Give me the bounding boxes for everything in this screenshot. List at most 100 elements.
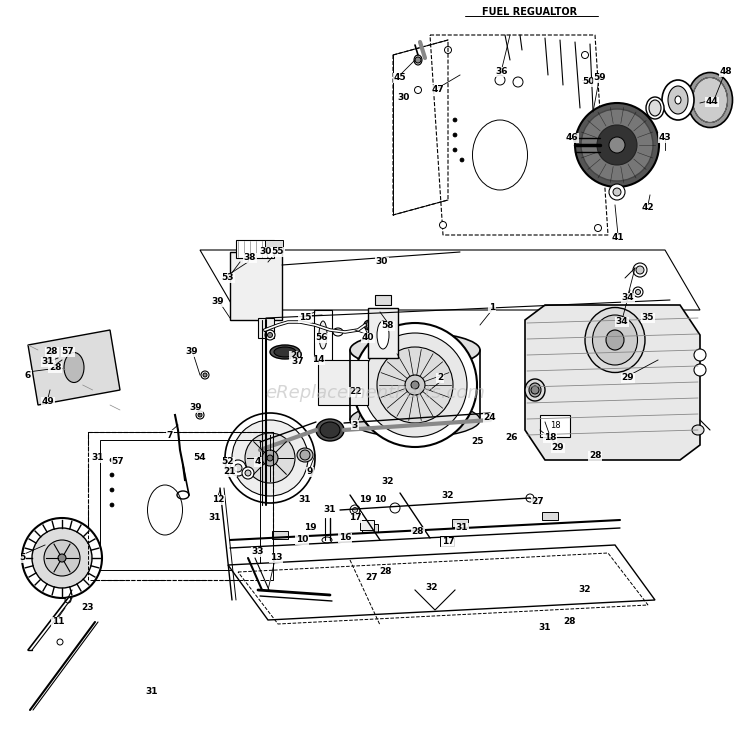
Circle shape (453, 118, 457, 122)
Bar (368, 308, 398, 358)
Text: 26: 26 (506, 434, 518, 442)
Circle shape (495, 75, 505, 85)
Ellipse shape (319, 321, 327, 349)
Text: 31: 31 (42, 358, 54, 366)
Text: 31: 31 (298, 496, 311, 504)
Circle shape (613, 188, 621, 196)
Bar (265, 240, 283, 252)
Bar (258, 318, 274, 338)
Text: 36: 36 (496, 67, 508, 77)
Ellipse shape (350, 332, 480, 367)
Circle shape (268, 332, 272, 337)
Text: 23: 23 (82, 604, 94, 612)
Text: 9: 9 (307, 467, 314, 477)
Ellipse shape (320, 422, 340, 438)
Circle shape (363, 333, 467, 437)
Text: 33: 33 (252, 548, 264, 556)
Text: 57: 57 (112, 458, 125, 466)
Text: 30: 30 (398, 93, 410, 102)
Text: 52: 52 (222, 458, 234, 466)
Circle shape (609, 184, 625, 200)
Ellipse shape (692, 425, 704, 435)
Circle shape (513, 77, 523, 87)
Text: 39: 39 (190, 404, 202, 412)
Circle shape (595, 225, 602, 231)
Text: 58: 58 (382, 321, 394, 331)
Circle shape (242, 467, 254, 479)
Ellipse shape (414, 55, 422, 65)
Ellipse shape (606, 330, 624, 350)
Circle shape (411, 381, 419, 389)
Text: 32: 32 (426, 583, 438, 593)
Ellipse shape (274, 347, 296, 357)
Text: 11: 11 (52, 618, 64, 626)
Text: 6: 6 (25, 371, 31, 380)
Circle shape (366, 321, 374, 329)
Circle shape (609, 137, 625, 153)
Text: 27: 27 (532, 498, 544, 507)
Text: 44: 44 (706, 98, 718, 107)
Circle shape (575, 103, 659, 187)
Circle shape (597, 125, 637, 165)
Circle shape (352, 507, 358, 512)
Text: 42: 42 (642, 204, 654, 212)
Bar (360, 520, 374, 530)
Circle shape (377, 347, 453, 423)
Circle shape (633, 263, 647, 277)
Text: 1: 1 (489, 304, 495, 312)
Circle shape (110, 503, 114, 507)
Text: 28: 28 (49, 364, 62, 372)
Bar (375, 295, 391, 305)
Circle shape (453, 148, 457, 152)
Text: 31: 31 (538, 623, 551, 632)
Ellipse shape (688, 72, 733, 128)
Text: 29: 29 (622, 374, 634, 383)
Text: 30: 30 (376, 258, 388, 266)
Text: 27: 27 (366, 574, 378, 583)
Text: 38: 38 (244, 253, 256, 263)
Text: 21: 21 (224, 467, 236, 477)
Ellipse shape (585, 307, 645, 372)
Text: 31: 31 (456, 523, 468, 532)
Text: 31: 31 (146, 688, 158, 696)
Text: 7: 7 (166, 431, 173, 439)
Bar (540, 415, 570, 437)
Ellipse shape (525, 379, 545, 401)
Text: 28: 28 (564, 618, 576, 626)
Text: 50: 50 (582, 77, 594, 86)
Text: 4: 4 (255, 458, 261, 466)
Text: eReplacementParts.com: eReplacementParts.com (265, 384, 485, 402)
Text: 31: 31 (324, 505, 336, 515)
Text: 48: 48 (720, 67, 732, 77)
Ellipse shape (662, 80, 694, 120)
Circle shape (267, 455, 273, 461)
Circle shape (300, 450, 310, 460)
Circle shape (44, 540, 80, 576)
Circle shape (203, 373, 207, 377)
Ellipse shape (297, 448, 313, 462)
Text: 18: 18 (550, 421, 560, 431)
Text: 32: 32 (579, 585, 591, 594)
Bar (542, 512, 558, 520)
Ellipse shape (316, 419, 344, 441)
Circle shape (415, 57, 421, 63)
Circle shape (225, 413, 315, 503)
Text: 17: 17 (442, 537, 454, 547)
Circle shape (265, 330, 275, 340)
Text: 15: 15 (298, 313, 311, 323)
Circle shape (390, 503, 400, 513)
Bar (452, 519, 468, 527)
Text: 16: 16 (339, 534, 351, 542)
Text: 3: 3 (352, 420, 358, 429)
Circle shape (694, 349, 706, 361)
Ellipse shape (350, 402, 480, 437)
Text: 34: 34 (616, 318, 628, 326)
Text: 55: 55 (272, 247, 284, 256)
Bar (314, 310, 332, 360)
Ellipse shape (64, 353, 84, 383)
Circle shape (531, 386, 539, 394)
Circle shape (633, 287, 643, 297)
Circle shape (65, 597, 71, 603)
Text: 13: 13 (270, 553, 282, 563)
Ellipse shape (529, 383, 541, 397)
